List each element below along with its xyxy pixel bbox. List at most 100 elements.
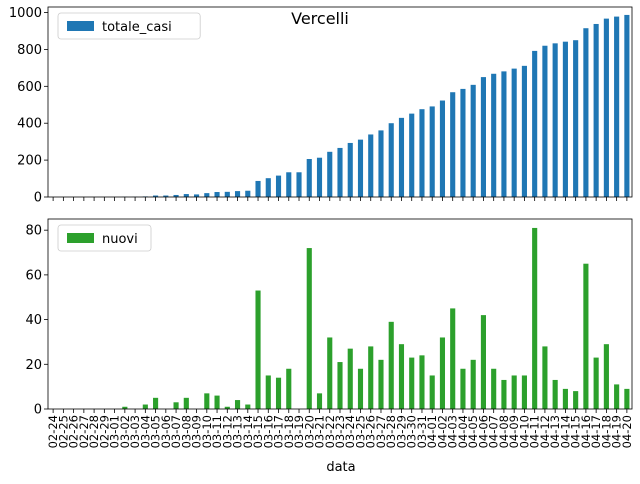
bar-nuovi [327,337,332,409]
x-tick-labels: 02-2402-2502-2602-2702-2802-2903-0103-02… [46,415,634,448]
bar-nuovi [583,264,588,409]
bar-nuovi [419,355,424,409]
bar-nuovi [604,344,609,409]
bar-totale_casi [317,158,322,197]
bar-nuovi [481,315,486,409]
legend-label: totale_casi [102,20,172,35]
bar-totale_casi [337,148,342,197]
bar-totale_casi [450,92,455,197]
y-tick-label: 0 [34,403,42,418]
bar-nuovi [245,405,250,409]
bar-nuovi [399,344,404,409]
bar-totale_casi [471,85,476,197]
bar-totale_casi [440,101,445,197]
bar-nuovi [594,358,599,409]
bar-totale_casi [583,28,588,197]
bar-nuovi [307,248,312,409]
bar-totale_casi [245,191,250,197]
bar-totale_casi [286,172,291,197]
bar-totale_casi [409,114,414,197]
bar-totale_casi [430,106,435,197]
bar-nuovi [430,375,435,409]
bar-nuovi [563,389,568,409]
bar-totale_casi [276,176,281,197]
bar-totale_casi [624,15,629,197]
legend-swatch [67,233,94,243]
bar-nuovi [276,378,281,409]
bar-totale_casi [594,24,599,197]
bar-nuovi [471,360,476,409]
bar-totale_casi [214,192,219,197]
bar-nuovi [532,228,537,409]
bar-totale_casi [542,46,547,197]
bar-nuovi [553,380,558,409]
bar-nuovi [358,369,363,409]
chart-title: Vercelli [291,9,349,28]
bar-totale_casi [553,43,558,197]
bar-totale_casi [501,71,506,197]
bar-totale_casi [225,192,230,197]
bar-nuovi [542,346,547,409]
y-tick-label: 20 [25,358,42,373]
bar-nuovi [389,322,394,409]
y-tick-label: 1000 [9,6,42,21]
bar-nuovi [174,402,179,409]
bar-nuovi [286,369,291,409]
y-tick-label: 80 [25,224,42,239]
bar-totale_casi [307,159,312,197]
bar-totale_casi [419,109,424,197]
bar-nuovi [378,360,383,409]
bar-nuovi [214,396,219,409]
bar-nuovi [317,393,322,409]
bar-nuovi [491,369,496,409]
bar-totale_casi [563,42,568,197]
bar-totale_casi [389,123,394,197]
bar-totale_casi [522,66,527,197]
bar-nuovi [573,391,578,409]
y-tick-label: 40 [25,313,42,328]
bar-totale_casi [348,143,353,197]
bar-totale_casi [399,118,404,197]
bar-nuovi [153,398,158,409]
bar-nuovi [255,291,260,409]
bar-totale_casi [460,89,465,197]
bar-totale_casi [604,19,609,197]
y-tick-label: 400 [17,117,42,132]
y-tick-label: 0 [34,191,42,206]
bar-totale_casi [235,191,240,197]
y-tick-label: 600 [17,80,42,95]
bar-totale_casi [614,17,619,197]
bar-totale_casi [266,178,271,197]
bar-totale_casi [378,130,383,197]
bar-nuovi [522,375,527,409]
bar-totale_casi [512,69,517,197]
bar-nuovi [624,389,629,409]
bar-nuovi [409,358,414,409]
bar-nuovi [501,380,506,409]
bar-nuovi [184,398,189,409]
bar-totale_casi [358,140,363,197]
y-tick-label: 800 [17,43,42,58]
x-axis-label: data [326,460,355,475]
bar-totale_casi [481,77,486,197]
bar-totale_casi [532,51,537,197]
bar-nuovi [266,375,271,409]
bar-totale_casi [327,152,332,197]
bar-nuovi [337,362,342,409]
bar-totale_casi [491,74,496,197]
legend-swatch [67,21,94,31]
bar-nuovi [143,405,148,409]
y-tick-label: 200 [17,154,42,169]
bar-totale_casi [184,194,189,197]
bar-nuovi [204,393,209,409]
bar-nuovi [235,400,240,409]
bar-nuovi [512,375,517,409]
bar-totale_casi [296,172,301,197]
bar-nuovi [460,369,465,409]
bar-nuovi [440,337,445,409]
bar-nuovi [614,384,619,409]
bar-nuovi [450,308,455,409]
bar-totale_casi [368,134,373,197]
bar-nuovi [348,349,353,409]
